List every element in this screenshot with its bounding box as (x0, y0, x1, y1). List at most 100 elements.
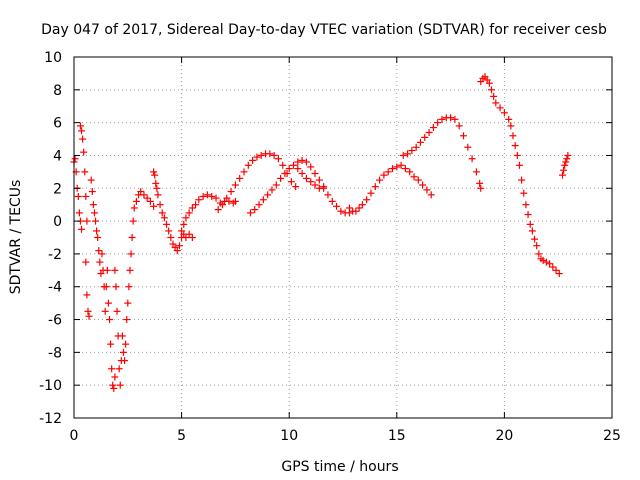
data-point (255, 201, 263, 209)
data-point (203, 191, 211, 199)
data-point (311, 181, 319, 189)
data-point (412, 143, 420, 151)
data-point (231, 197, 239, 205)
x-tick-label: 5 (177, 428, 186, 444)
data-point (188, 234, 196, 241)
data-point (320, 184, 328, 192)
data-point (175, 242, 183, 250)
data-point (75, 209, 83, 217)
y-tick-label: -12 (39, 411, 62, 427)
data-point (74, 192, 82, 200)
data-point (425, 128, 433, 136)
x-tick-label: 20 (495, 428, 513, 444)
data-point (427, 191, 435, 199)
data-point (240, 168, 248, 176)
data-point (562, 158, 570, 166)
data-point (352, 207, 360, 215)
data-point (515, 161, 523, 169)
y-tick-label: -2 (48, 247, 62, 263)
data-point (111, 266, 119, 274)
data-point (399, 151, 407, 159)
data-point (153, 184, 161, 192)
data-point (371, 183, 379, 191)
data-point (294, 158, 302, 166)
data-point (505, 115, 513, 123)
data-point (404, 150, 412, 158)
data-point (292, 183, 300, 191)
x-tick-label: 15 (388, 428, 406, 444)
y-tick-label: 6 (53, 116, 62, 132)
data-point (410, 173, 418, 181)
y-tick-label: 2 (53, 181, 62, 197)
data-point (560, 166, 568, 174)
data-point (549, 263, 557, 271)
data-point (83, 291, 91, 299)
data-point (429, 124, 437, 132)
data-point (146, 197, 154, 205)
data-point (125, 283, 133, 291)
data-point (102, 283, 110, 291)
data-point (259, 196, 267, 204)
data-point (438, 115, 446, 123)
data-point (355, 204, 363, 212)
data-point (546, 260, 554, 268)
data-point (388, 165, 396, 173)
data-point (363, 196, 371, 204)
y-tick-label: -8 (48, 345, 62, 361)
data-point (522, 201, 530, 209)
data-point (307, 163, 315, 171)
data-point (476, 179, 484, 187)
data-point (414, 176, 422, 184)
data-point (279, 161, 287, 169)
data-point (249, 156, 257, 164)
data-point (564, 151, 572, 159)
data-point (528, 227, 536, 235)
data-point (539, 256, 547, 264)
y-tick-label: -10 (39, 378, 62, 394)
data-point (101, 307, 109, 315)
data-point (115, 365, 123, 373)
data-point (264, 191, 272, 199)
data-point (90, 209, 98, 217)
data-point (104, 299, 112, 307)
data-point (80, 148, 88, 156)
data-point (119, 348, 127, 356)
data-point (307, 178, 315, 186)
data-point (152, 179, 160, 187)
data-point (500, 109, 508, 117)
data-point (298, 156, 306, 164)
data-point (513, 151, 521, 159)
data-point (311, 170, 319, 178)
y-tick-label: 4 (53, 148, 62, 164)
x-tick-label: 10 (280, 428, 298, 444)
data-point (199, 192, 207, 200)
data-point (130, 204, 138, 212)
data-point (87, 176, 95, 184)
data-point (376, 176, 384, 184)
data-point (487, 86, 495, 94)
data-point (531, 235, 539, 243)
data-point (150, 168, 158, 176)
data-point (552, 266, 560, 274)
data-point (561, 161, 569, 169)
data-point (180, 220, 188, 228)
data-point (185, 209, 193, 217)
data-point (81, 168, 89, 176)
data-point (103, 266, 111, 274)
data-point (274, 155, 282, 163)
data-point (71, 155, 79, 163)
data-point (419, 181, 427, 189)
data-point (253, 153, 261, 161)
data-point (496, 104, 504, 112)
data-point (150, 202, 158, 210)
data-point (95, 247, 103, 255)
data-point (236, 174, 244, 182)
data-point (89, 201, 97, 209)
data-point (79, 135, 87, 143)
data-point (290, 161, 298, 169)
data-point (535, 250, 543, 258)
data-point (160, 214, 168, 222)
data-point (127, 250, 135, 258)
plot-frame (73, 56, 613, 419)
data-point (212, 194, 220, 202)
